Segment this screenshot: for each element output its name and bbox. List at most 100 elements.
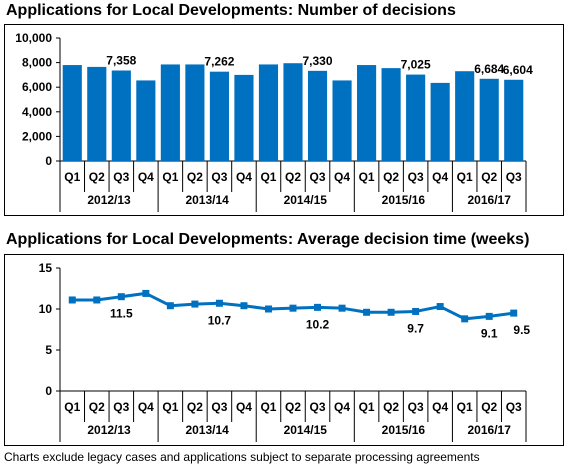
bar-chart-year-label: 2012/13	[87, 193, 131, 207]
bar-chart-y-tick-label: 8,000	[22, 56, 52, 70]
data-point	[314, 303, 322, 311]
line-chart-year-label: 2013/14	[185, 423, 229, 437]
bar-chart-quarter-label: Q2	[285, 170, 301, 184]
data-point	[289, 304, 297, 312]
line-chart-quarter-label: Q3	[211, 400, 227, 414]
bar-chart-y-tick-label: 4,000	[22, 105, 52, 119]
line-data-label: 9.5	[513, 323, 530, 337]
bar-chart-quarter-label: Q1	[260, 170, 276, 184]
bar-chart-quarter-label: Q3	[310, 170, 326, 184]
bar	[307, 70, 328, 161]
line-chart-y-tick-label: 15	[39, 261, 53, 275]
data-point	[363, 308, 371, 316]
bar	[62, 65, 82, 161]
data-point	[240, 302, 248, 310]
bar-data-label: 7,262	[204, 55, 234, 69]
line-chart-quarter-label: Q4	[236, 400, 252, 414]
line-chart-quarter-label: Q1	[260, 400, 276, 414]
line-chart-svg: 0 5 10 15 Q1 Q2 Q3 Q4 Q1 Q2 Q3 Q4 Q1 Q2 Q3 Q4 Q1 Q2 Q3 Q4 Q1…	[39, 261, 530, 442]
data-point	[215, 299, 223, 307]
line-chart-title: Applications for Local Developments: Ave…	[6, 231, 530, 248]
bar-chart-quarter-label: Q4	[138, 170, 154, 184]
data-point	[117, 293, 125, 301]
bar-chart-svg: 0 2,000 4,000 6,000 8,000 10,000 Q1 Q2 Q3 Q4 Q1 Q2 Q…	[15, 31, 533, 212]
bar-chart-quarter-label: Q1	[162, 170, 178, 184]
data-point	[166, 302, 174, 310]
bar	[455, 71, 475, 161]
bar	[283, 63, 303, 162]
line-chart-quarter-label: Q3	[310, 400, 326, 414]
line-chart-year-label: 2012/13	[87, 423, 131, 437]
line-chart-quarter-label: Q1	[359, 400, 375, 414]
bar-chart-quarter-label: Q2	[481, 170, 497, 184]
bar-chart-y-tick-label: 10,000	[15, 31, 52, 45]
bar-chart-quarter-label: Q1	[457, 170, 473, 184]
bar-chart-y-tick-label: 0	[45, 154, 52, 168]
bar-chart-year-label: 2013/14	[185, 193, 229, 207]
line-data-label: 9.7	[407, 321, 424, 335]
bar	[258, 64, 279, 161]
bar-chart-quarter-label: Q3	[408, 170, 424, 184]
line-chart-quarter-label: Q1	[162, 400, 178, 414]
bar-chart-quarter-label: Q2	[89, 170, 105, 184]
line-chart-year-label: 2015/16	[382, 423, 426, 437]
bar-chart-quarter-label: Q2	[383, 170, 399, 184]
bar-chart-quarter-label: Q3	[211, 170, 227, 184]
bar-chart-year-label: 2015/16	[382, 193, 426, 207]
data-point	[142, 289, 150, 297]
bar	[332, 80, 352, 161]
data-point	[387, 308, 395, 316]
data-point	[93, 296, 101, 304]
bar	[160, 64, 180, 161]
bar	[479, 78, 499, 161]
bar-chart-quarter-label: Q1	[359, 170, 375, 184]
bar	[209, 71, 229, 161]
bar-chart-quarter-label: Q3	[506, 170, 522, 184]
line-chart-quarter-label: Q3	[113, 400, 129, 414]
line-chart-y-tick-label: 10	[39, 302, 53, 316]
line-chart-quarter-label: Q2	[481, 400, 497, 414]
line-chart-quarter-label: Q4	[432, 400, 448, 414]
bar-data-label: 7,025	[401, 58, 431, 72]
line-chart-y-tick-label: 5	[45, 343, 52, 357]
line-data-label: 11.5	[110, 307, 133, 321]
data-point	[191, 300, 199, 308]
bar-chart-quarter-label: Q3	[113, 170, 129, 184]
data-point	[264, 305, 272, 313]
bar	[357, 65, 377, 161]
line-chart-quarter-label: Q3	[506, 400, 522, 414]
bar-chart-quarter-label: Q2	[187, 170, 203, 184]
bar-chart-quarter-label: Q4	[334, 170, 350, 184]
footnote: Charts exclude legacy cases and applicat…	[4, 450, 480, 464]
bar-chart-y-tick-label: 6,000	[22, 80, 52, 94]
bar	[87, 66, 107, 161]
line-chart-panel: 0 5 10 15 Q1 Q2 Q3 Q4 Q1 Q2 Q3 Q4 Q1 Q2 Q3 Q4 Q1 Q2 Q3 Q4 Q1…	[4, 254, 564, 446]
line-chart-year-label: 2014/15	[284, 423, 328, 437]
line-data-label: 9.1	[481, 326, 498, 340]
line-chart-quarter-label: Q4	[334, 400, 350, 414]
bar-data-label: 7,330	[303, 54, 333, 68]
line-data-label: 10.7	[208, 313, 232, 327]
line-chart-quarter-label: Q2	[89, 400, 105, 414]
bar	[406, 74, 426, 161]
bar	[234, 74, 254, 161]
line-chart-quarter-label: Q1	[64, 400, 80, 414]
line-chart-quarter-label: Q4	[138, 400, 154, 414]
data-point	[338, 304, 346, 312]
data-point	[436, 303, 444, 311]
line-chart-y-tick-label: 0	[45, 384, 52, 398]
bar-chart-title: Applications for Local Developments: Num…	[6, 2, 456, 19]
line-chart-quarter-label: Q2	[285, 400, 301, 414]
bar-data-label: 6,604	[503, 63, 533, 77]
bar-chart-panel: 0 2,000 4,000 6,000 8,000 10,000 Q1 Q2 Q3 Q4 Q1 Q2 Q…	[4, 24, 564, 216]
line-chart-year-label: 2016/17	[468, 423, 512, 437]
bar-chart-quarter-label: Q4	[236, 170, 252, 184]
bar	[430, 82, 450, 161]
bar-data-label: 6,684	[474, 62, 504, 76]
bar-chart-y-tick-label: 2,000	[22, 129, 52, 143]
bar-chart-year-label: 2016/17	[468, 193, 512, 207]
data-point	[68, 296, 76, 304]
data-point	[461, 315, 469, 323]
data-point	[485, 312, 493, 320]
bar-data-label: 7,358	[106, 53, 136, 67]
